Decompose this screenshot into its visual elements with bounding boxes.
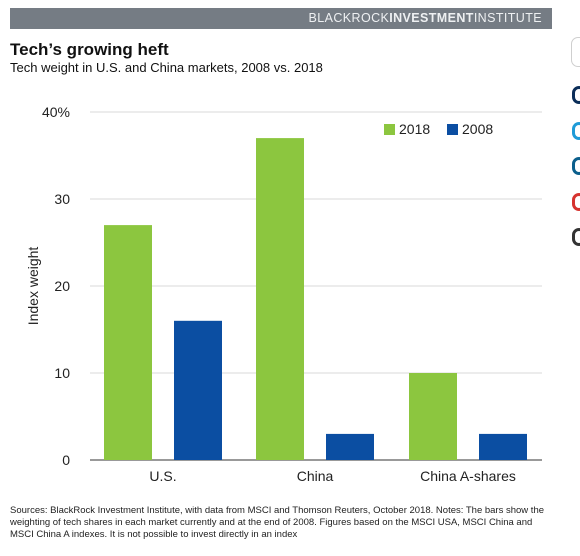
brand-mid: INVESTMENT (389, 11, 474, 25)
y-tick-label: 30 (54, 191, 70, 207)
bar-2018-2 (409, 373, 457, 460)
brand-wordmark: BLACKROCKINVESTMENTINSTITUTE (309, 11, 542, 25)
header-banner: BLACKROCKINVESTMENTINSTITUTE (10, 8, 552, 29)
chart-subtitle: Tech weight in U.S. and China markets, 2… (10, 60, 323, 75)
bar-2008-2 (479, 433, 527, 460)
legend-swatch-2018 (384, 124, 395, 135)
brand-left: BLACKROCK (308, 11, 390, 25)
share-icon[interactable] (572, 86, 580, 104)
legend-swatch-2008 (447, 124, 458, 135)
y-tick-label: 10 (54, 365, 70, 381)
bar-2018-0 (104, 225, 152, 460)
brand-right: INSTITUTE (473, 11, 542, 25)
x-tick-label: China (297, 468, 334, 484)
share-icon[interactable] (572, 157, 580, 175)
x-tick-label: China A-shares (420, 468, 516, 484)
legend-label: 2008 (462, 121, 493, 137)
x-tick-label: U.S. (149, 468, 176, 484)
share-button[interactable] (571, 37, 580, 67)
share-icon[interactable] (572, 122, 580, 140)
share-icon[interactable] (572, 193, 580, 211)
y-tick-label: 0 (62, 452, 70, 468)
share-icon[interactable] (572, 228, 580, 246)
bar-2008-1 (326, 433, 374, 460)
y-tick-label: 40% (42, 104, 70, 120)
bar-chart: 0 10 20 30 40% Index weight U.S. China China A-s… (25, 104, 542, 484)
footnote: Sources: BlackRock Investment Institute,… (10, 505, 545, 540)
bar-2008-0 (174, 320, 222, 460)
chart-title: Tech’s growing heft (10, 40, 169, 59)
y-axis-label: Index weight (25, 247, 41, 326)
bar-2018-1 (256, 138, 304, 460)
legend-label: 2018 (399, 121, 430, 137)
y-tick-label: 20 (54, 278, 70, 294)
